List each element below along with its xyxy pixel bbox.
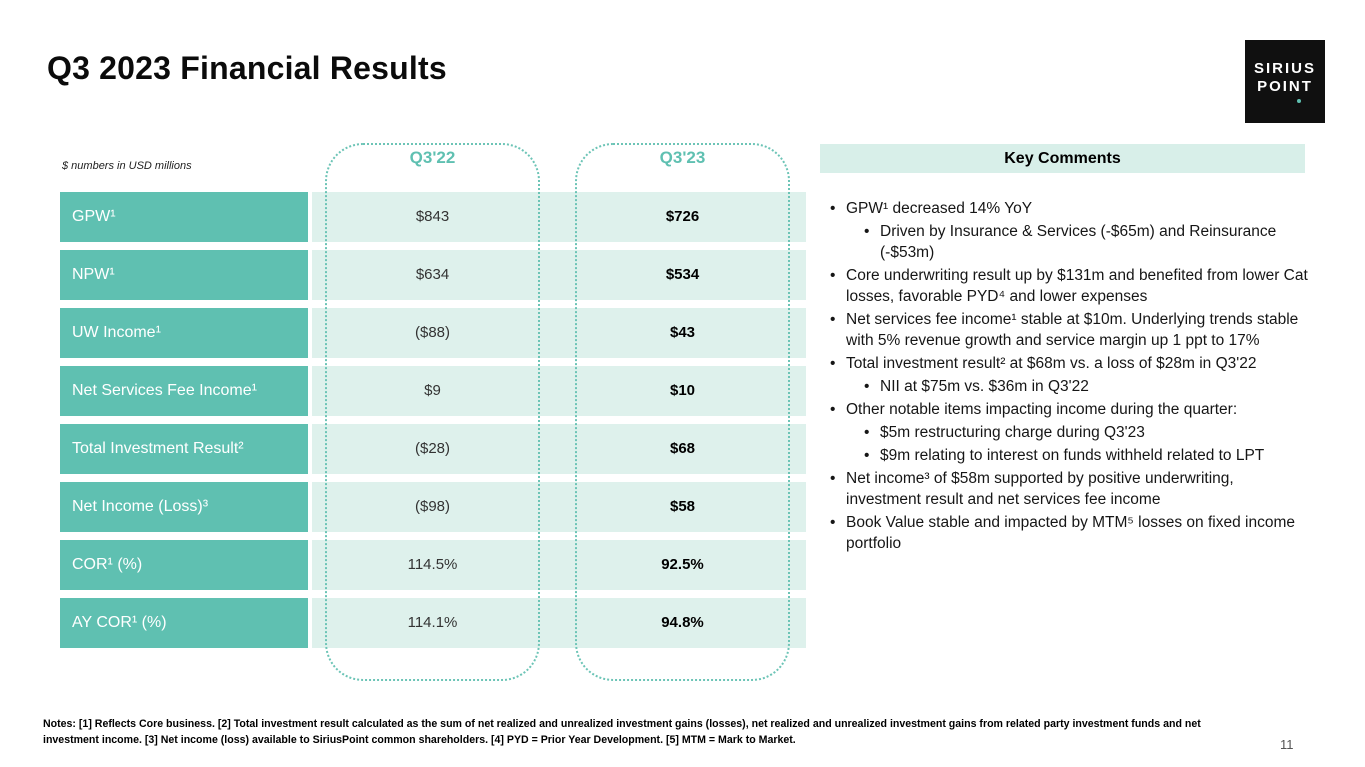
table-row: AY COR¹ (%) 114.1% 94.8%	[60, 598, 806, 648]
column-header-q322: Q3'22	[409, 148, 456, 167]
value-q322: $843	[415, 208, 450, 225]
value-q323: $726	[665, 208, 700, 225]
row-values-band	[312, 250, 806, 300]
logo-text-line1: SIRIUS	[1253, 60, 1316, 77]
table-row: GPW¹ $843 $726	[60, 192, 806, 242]
key-comment-item: Core underwriting result up by $131m and…	[828, 265, 1310, 307]
key-comment-sub-item: $5m restructuring charge during Q3'23	[828, 422, 1310, 443]
value-q323: 92.5%	[661, 556, 704, 573]
row-values-band	[312, 598, 806, 648]
row-label: COR¹ (%)	[60, 540, 308, 590]
page-number: 11	[1280, 737, 1294, 752]
row-label: GPW¹	[60, 192, 308, 242]
table-row: UW Income¹ ($88) $43	[60, 308, 806, 358]
footnotes: Notes: [1] Reflects Core business. [2] T…	[43, 718, 1201, 747]
value-q322: 114.5%	[407, 556, 458, 573]
key-comments-header: Key Comments	[820, 144, 1305, 173]
table-row: COR¹ (%) 114.5% 92.5%	[60, 540, 806, 590]
key-comment-item: GPW¹ decreased 14% YoY	[828, 198, 1310, 219]
page-title: Q3 2023 Financial Results	[47, 50, 447, 86]
table-row: NPW¹ $634 $534	[60, 250, 806, 300]
value-q322: $634	[415, 266, 450, 283]
key-comment-item: Net services fee income¹ stable at $10m.…	[828, 309, 1310, 351]
key-comment-item: Book Value stable and impacted by MTM⁵ l…	[828, 512, 1310, 554]
row-values-band	[312, 540, 806, 590]
key-comment-sub-item: Driven by Insurance & Services (-$65m) a…	[828, 221, 1310, 263]
value-q323: $10	[669, 382, 696, 399]
row-values-band	[312, 308, 806, 358]
key-comment-sub-item: $9m relating to interest on funds withhe…	[828, 445, 1310, 466]
row-values-band	[312, 424, 806, 474]
row-values-band	[312, 366, 806, 416]
key-comment-sub-item: NII at $75m vs. $36m in Q3'22	[828, 376, 1310, 397]
row-label: NPW¹	[60, 250, 308, 300]
row-values-band	[312, 482, 806, 532]
row-label: AY COR¹ (%)	[60, 598, 308, 648]
value-q322: $9	[424, 382, 441, 399]
table-row: Total Investment Result² ($28) $68	[60, 424, 806, 474]
key-comment-item: Total investment result² at $68m vs. a l…	[828, 353, 1310, 374]
value-q323: $43	[669, 324, 696, 341]
row-label: UW Income¹	[60, 308, 308, 358]
table-row: Net Services Fee Income¹ $9 $10	[60, 366, 806, 416]
key-comments-list: GPW¹ decreased 14% YoYDriven by Insuranc…	[828, 198, 1310, 556]
key-comment-item: Net income³ of $58m supported by positiv…	[828, 468, 1310, 510]
logo-text-line2: POINT	[1257, 78, 1313, 95]
value-q322: 114.1%	[407, 614, 458, 631]
row-values-band	[312, 192, 806, 242]
siriuspoint-logo: SIRIUS POINT	[1245, 40, 1325, 123]
row-label: Net Services Fee Income¹	[60, 366, 308, 416]
value-q323: $58	[669, 498, 696, 515]
value-q323: 94.8%	[661, 614, 704, 631]
value-q323: $68	[669, 440, 696, 457]
value-q322: ($88)	[414, 324, 451, 341]
table-unit-note: $ numbers in USD millions	[62, 160, 192, 172]
column-header-q323: Q3'23	[659, 148, 706, 167]
row-label: Net Income (Loss)³	[60, 482, 308, 532]
value-q322: ($98)	[414, 498, 451, 515]
table-row: Net Income (Loss)³ ($98) $58	[60, 482, 806, 532]
value-q322: ($28)	[414, 440, 451, 457]
row-label: Total Investment Result²	[60, 424, 308, 474]
logo-dot-icon	[1297, 99, 1301, 103]
key-comment-item: Other notable items impacting income dur…	[828, 399, 1310, 420]
value-q323: $534	[665, 266, 700, 283]
